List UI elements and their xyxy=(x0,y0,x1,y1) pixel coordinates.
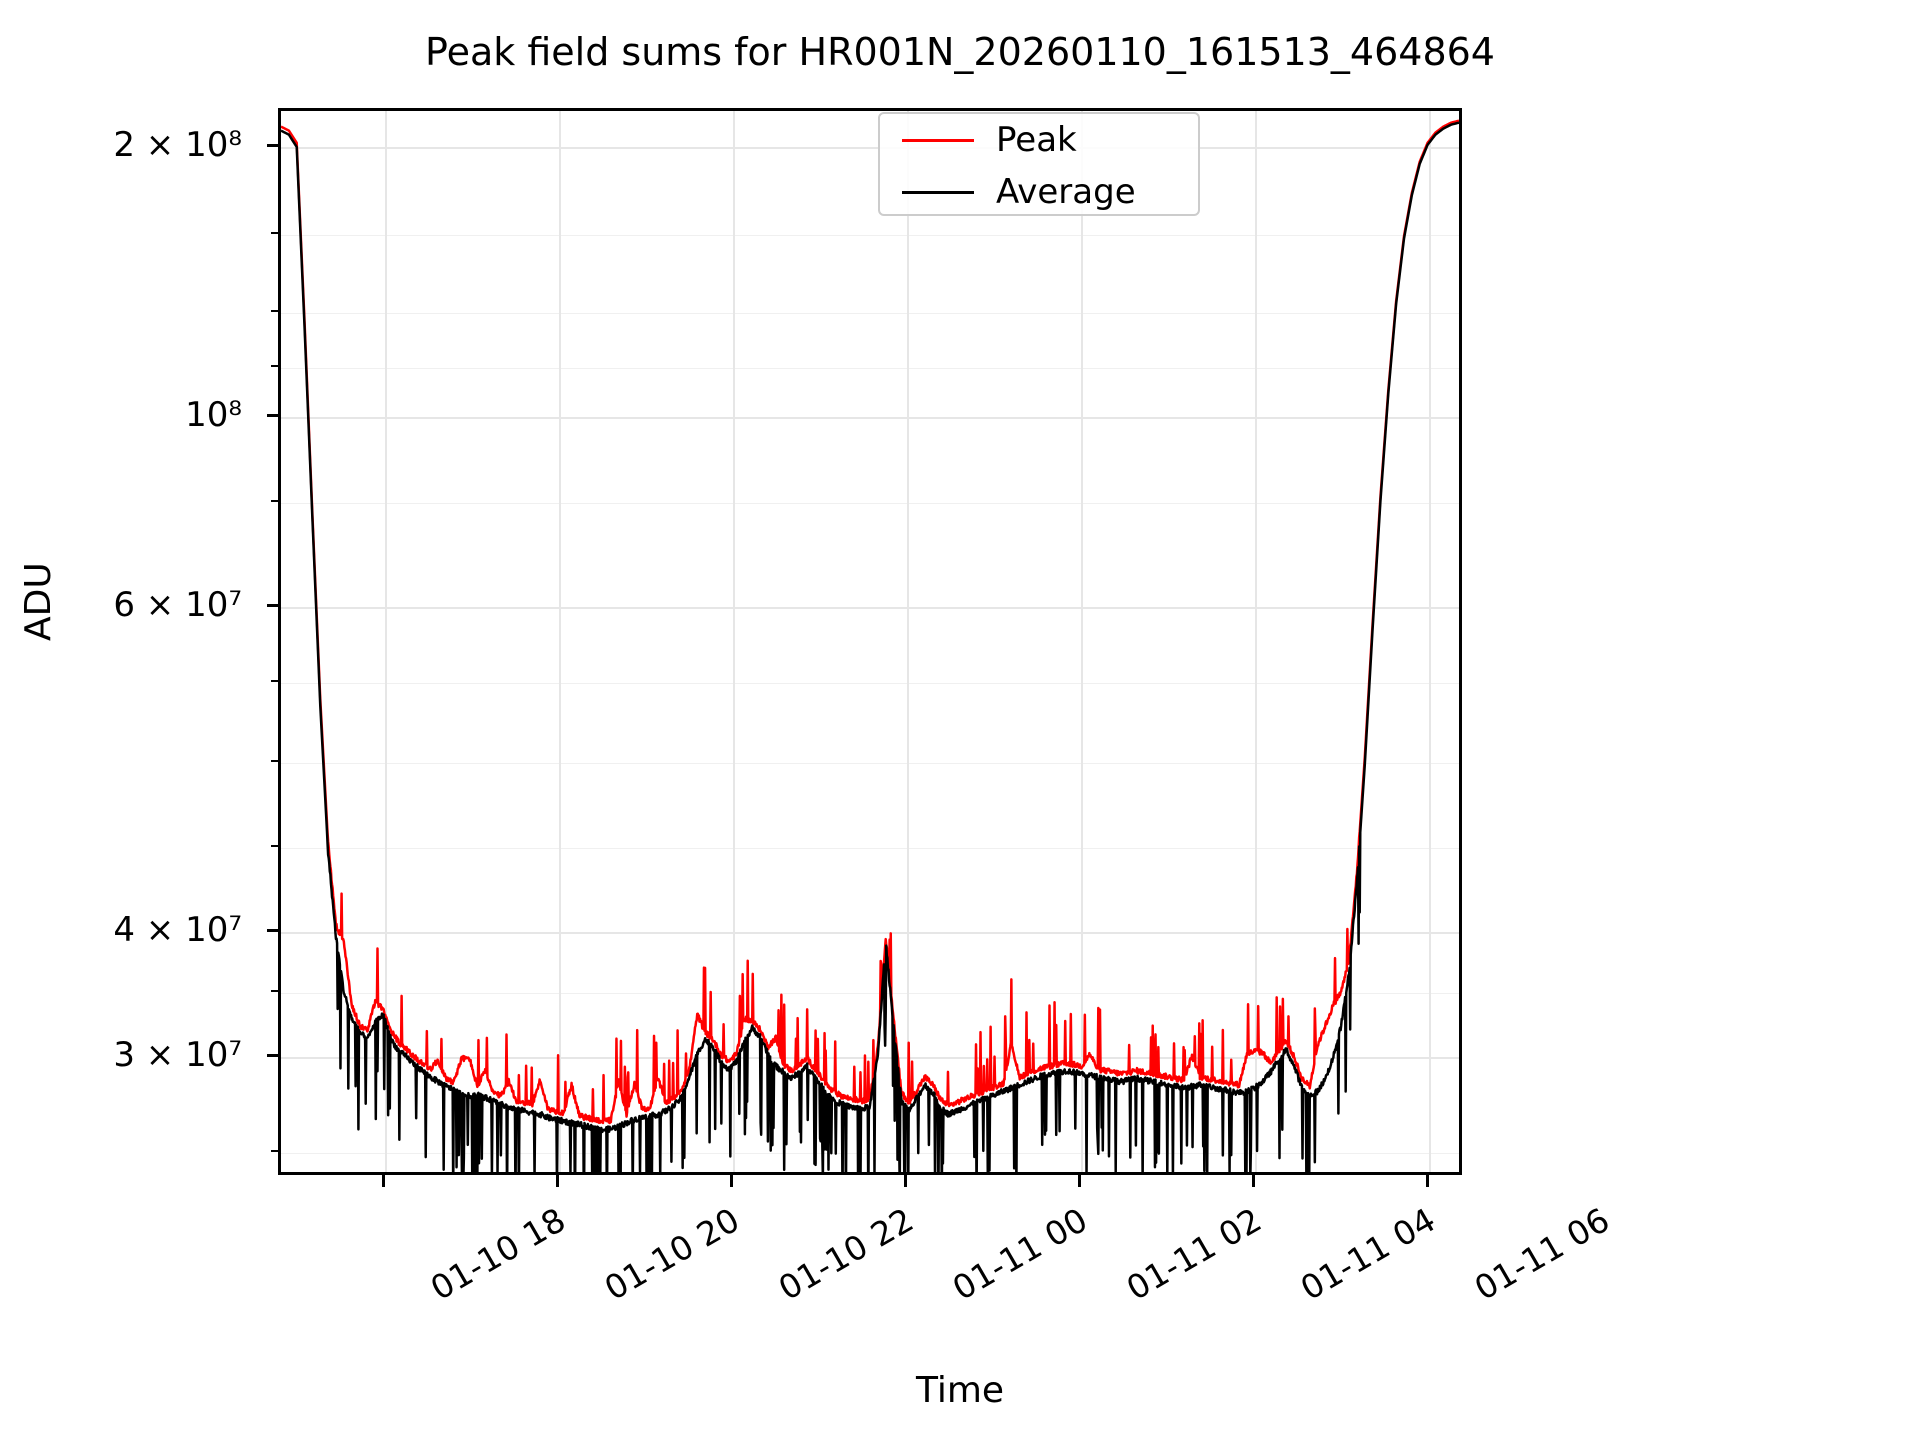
gridline-vertical xyxy=(733,111,735,1172)
gridline-horizontal-minor xyxy=(281,1153,1459,1154)
gridline-vertical xyxy=(1081,111,1083,1172)
y-tick-mark-major xyxy=(267,1054,279,1057)
y-tick-mark-minor xyxy=(271,500,278,502)
x-tick-label-3: 01-11 00 xyxy=(945,1200,1094,1308)
gridline-vertical xyxy=(1255,111,1257,1172)
y-tick-mark-minor xyxy=(271,232,278,234)
gridline-horizontal xyxy=(281,607,1459,609)
gridline-horizontal xyxy=(281,147,1459,149)
legend-color-swatch-average xyxy=(902,190,974,194)
x-tick-label-0: 01-10 18 xyxy=(423,1200,572,1308)
x-tick-label-5: 01-11 04 xyxy=(1293,1200,1442,1308)
gridline-horizontal-minor xyxy=(281,368,1459,369)
y-tick-mark-minor xyxy=(271,1150,278,1152)
gridline-horizontal-minor xyxy=(281,235,1459,236)
x-tick-label-2: 01-10 22 xyxy=(771,1200,920,1308)
x-tick-mark xyxy=(730,1175,733,1187)
gridline-vertical xyxy=(385,111,387,1172)
gridline-horizontal-minor xyxy=(281,993,1459,994)
plot-area xyxy=(278,108,1462,1175)
y-tick-mark-major xyxy=(267,929,279,932)
x-tick-label-6: 01-11 06 xyxy=(1467,1200,1616,1308)
x-tick-mark xyxy=(556,1175,559,1187)
x-tick-mark xyxy=(1078,1175,1081,1187)
gridline-vertical xyxy=(907,111,909,1172)
gridline-horizontal-minor xyxy=(281,763,1459,764)
x-tick-mark xyxy=(1252,1175,1255,1187)
y-tick-mark-major xyxy=(267,144,279,147)
x-tick-label-4: 01-11 02 xyxy=(1119,1200,1268,1308)
average-series-line xyxy=(281,121,1459,1172)
x-tick-mark xyxy=(382,1175,385,1187)
y-tick-label-3: 4 × 10⁷ xyxy=(113,910,242,950)
y-tick-mark-minor xyxy=(271,990,278,992)
y-tick-label-0: 2 × 10⁸ xyxy=(113,125,242,165)
chart-title: Peak field sums for HR001N_20260110_1615… xyxy=(425,30,1495,74)
y-tick-mark-minor xyxy=(271,365,278,367)
gridline-vertical xyxy=(1429,111,1431,1172)
x-tick-mark xyxy=(1426,1175,1429,1187)
legend-entry-peak: Peak xyxy=(880,114,1198,166)
x-tick-label-1: 01-10 20 xyxy=(597,1200,746,1308)
y-tick-mark-minor xyxy=(271,680,278,682)
y-tick-mark-major xyxy=(267,604,279,607)
peak-series-line xyxy=(281,119,1459,1125)
legend-color-swatch-peak xyxy=(902,138,974,142)
y-tick-mark-minor xyxy=(271,760,278,762)
gridline-horizontal-minor xyxy=(281,313,1459,314)
y-tick-label-1: 10⁸ xyxy=(185,395,242,435)
y-tick-mark-minor xyxy=(271,310,278,312)
x-tick-mark xyxy=(904,1175,907,1187)
series-plot xyxy=(281,119,1459,1172)
x-axis-label: Time xyxy=(915,1370,1005,1411)
gridline-vertical xyxy=(559,111,561,1172)
gridline-horizontal xyxy=(281,932,1459,934)
gridline-horizontal-minor xyxy=(281,683,1459,684)
legend-label-average: Average xyxy=(996,172,1136,212)
chart-legend[interactable]: Peak Average xyxy=(878,112,1200,216)
y-tick-mark-minor xyxy=(271,845,278,847)
gridline-horizontal-minor xyxy=(281,848,1459,849)
gridline-horizontal xyxy=(281,417,1459,419)
y-tick-label-4: 3 × 10⁷ xyxy=(113,1035,242,1075)
y-tick-label-2: 6 × 10⁷ xyxy=(113,585,242,625)
y-tick-mark-major xyxy=(267,414,279,417)
y-axis-label: ADU xyxy=(18,562,59,641)
gridline-horizontal xyxy=(281,1057,1459,1059)
legend-entry-average: Average xyxy=(880,166,1198,218)
legend-label-peak: Peak xyxy=(996,120,1077,160)
gridline-horizontal-minor xyxy=(281,503,1459,504)
